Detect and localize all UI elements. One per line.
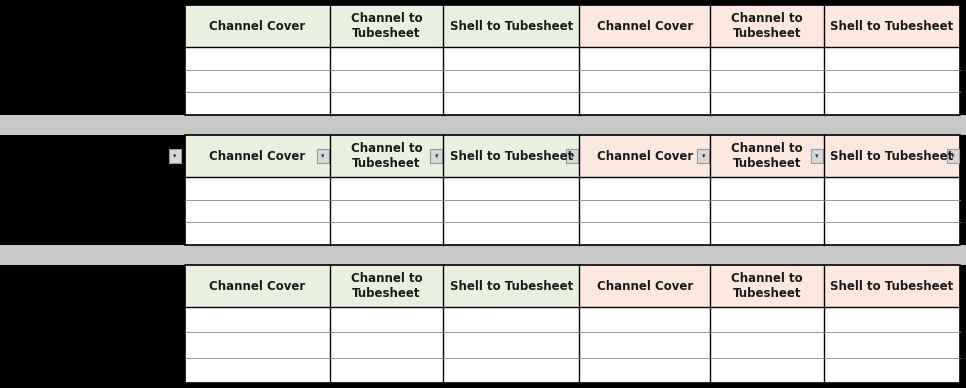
Text: Shell to Tubesheet: Shell to Tubesheet [450,279,573,293]
Bar [0,115,966,135]
Text: ▾: ▾ [952,153,954,159]
FancyBboxPatch shape [169,149,181,163]
Text: Channel to
Tubesheet: Channel to Tubesheet [351,142,422,170]
FancyBboxPatch shape [317,149,328,163]
Bar [824,5,960,47]
Text: Channel Cover: Channel Cover [210,19,305,33]
Text: Channel to
Tubesheet: Channel to Tubesheet [731,12,803,40]
Bar [185,47,960,70]
Bar [329,265,443,307]
Text: ▾: ▾ [321,153,325,159]
Text: Channel Cover: Channel Cover [597,19,693,33]
Text: ▾: ▾ [701,153,705,159]
Bar [185,265,329,307]
Bar [580,5,710,47]
Bar [185,358,960,383]
Bar [185,5,960,115]
FancyBboxPatch shape [947,149,959,163]
Bar [185,265,960,383]
Bar [443,265,580,307]
FancyBboxPatch shape [566,149,579,163]
Bar [824,135,960,177]
Bar [580,265,710,307]
Bar [185,333,960,358]
Text: Channel to
Tubesheet: Channel to Tubesheet [351,12,422,40]
FancyBboxPatch shape [697,149,709,163]
Bar [185,200,960,222]
Bar [185,135,329,177]
Text: ▾: ▾ [435,153,439,159]
Text: Channel Cover: Channel Cover [597,149,693,163]
FancyBboxPatch shape [810,149,823,163]
Text: Shell to Tubesheet: Shell to Tubesheet [831,149,953,163]
Bar [710,265,824,307]
Text: Shell to Tubesheet: Shell to Tubesheet [831,19,953,33]
Bar [185,5,329,47]
Bar [329,5,443,47]
Text: Channel to
Tubesheet: Channel to Tubesheet [731,272,803,300]
Bar [443,5,580,47]
FancyBboxPatch shape [430,149,442,163]
Text: ▾: ▾ [173,153,177,159]
Bar [710,135,824,177]
Text: Channel Cover: Channel Cover [210,279,305,293]
Bar [580,135,710,177]
Text: Shell to Tubesheet: Shell to Tubesheet [450,149,573,163]
Bar [185,222,960,245]
Bar [185,135,960,245]
Bar [710,5,824,47]
Text: Shell to Tubesheet: Shell to Tubesheet [831,279,953,293]
Text: ▾: ▾ [571,153,574,159]
Text: Channel Cover: Channel Cover [210,149,305,163]
Bar [185,307,960,333]
Bar [824,265,960,307]
Text: Shell to Tubesheet: Shell to Tubesheet [450,19,573,33]
Text: Channel Cover: Channel Cover [597,279,693,293]
Text: ▾: ▾ [815,153,819,159]
Bar [185,70,960,92]
Text: Channel to
Tubesheet: Channel to Tubesheet [731,142,803,170]
Text: Channel to
Tubesheet: Channel to Tubesheet [351,272,422,300]
Bar [329,135,443,177]
Bar [0,245,966,265]
Bar [185,92,960,115]
Bar [185,177,960,200]
Bar [443,135,580,177]
